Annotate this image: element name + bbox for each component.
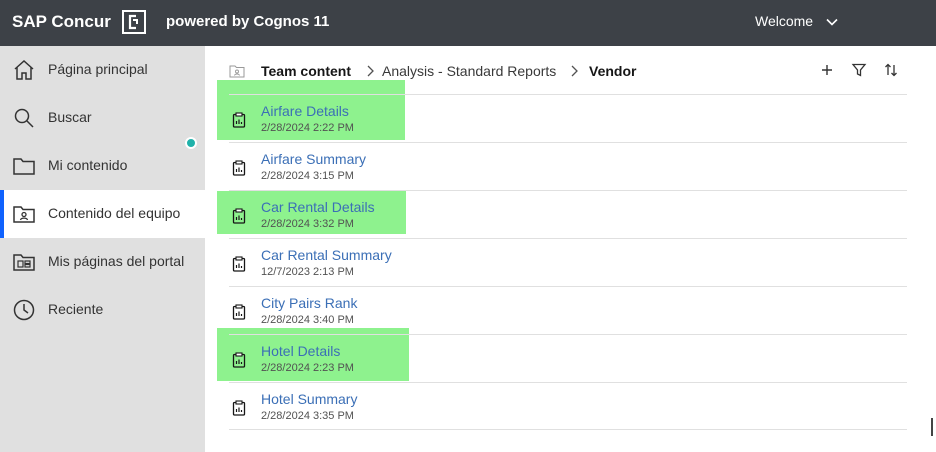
report-name[interactable]: Hotel Summary [261,391,358,407]
sidebar-item-my-content[interactable]: Mi contenido [0,142,205,190]
main-content: Team content Analysis - Standard Reports… [205,46,936,452]
chevron-right-icon [367,65,374,77]
report-name[interactable]: Airfare Details [261,103,349,119]
breadcrumb: Team content Analysis - Standard Reports… [229,46,909,94]
report-icon [232,208,246,224]
sidebar-item-label: Mis páginas del portal [48,253,185,269]
report-name[interactable]: Car Rental Details [261,199,375,215]
report-date: 2/28/2024 3:40 PM [261,314,354,326]
sidebar-item-label: Contenido del equipo [48,205,181,221]
top-bar: SAP Concur powered by Cognos 11 Welcome [0,0,936,46]
home-icon [14,59,34,80]
scrollbar-handle[interactable] [931,418,933,436]
sort-icon[interactable] [883,62,899,78]
report-row[interactable]: Car Rental Summary 12/7/2023 2:13 PM [229,238,907,286]
highlight-overlay [217,80,405,140]
highlight-overlay [217,191,406,234]
team-folder-icon [13,206,35,223]
report-row[interactable]: City Pairs Rank 2/28/2024 3:40 PM [229,286,907,334]
chevron-down-icon[interactable] [826,16,838,28]
report-row[interactable]: Airfare Summary 2/28/2024 3:15 PM [229,142,907,190]
chevron-right-icon [571,65,578,77]
sidebar-item-label: Buscar [48,109,92,125]
report-row[interactable]: Hotel Details 2/28/2024 2:23 PM [229,334,907,382]
sidebar-item-label: Reciente [48,301,104,317]
brand-name[interactable]: SAP Concur [12,12,111,31]
filter-icon[interactable] [851,62,867,78]
report-row[interactable]: Airfare Details 2/28/2024 2:22 PM [229,94,907,142]
portal-icon [13,254,35,271]
report-icon [232,256,246,272]
search-icon [14,108,34,128]
report-name[interactable]: City Pairs Rank [261,295,358,311]
report-date: 2/28/2024 3:35 PM [261,410,354,422]
breadcrumb-current: Vendor [589,63,637,79]
report-icon [232,352,246,368]
clock-icon [13,299,35,321]
sidebar-item-home[interactable]: Página principal [0,46,205,94]
report-row[interactable]: Hotel Summary 2/28/2024 3:35 PM [229,382,907,430]
sidebar-item-portal-pages[interactable]: Mis páginas del portal [0,238,205,286]
report-icon [232,400,246,416]
folder-icon [13,158,35,175]
report-date: 2/28/2024 3:32 PM [261,218,354,230]
report-icon [232,160,246,176]
sidebar-item-search[interactable]: Buscar [0,94,205,142]
report-date: 2/28/2024 3:15 PM [261,170,354,182]
sidebar-item-label: Página principal [48,61,148,77]
sidebar: Página principal Buscar Mi contenido Con… [0,46,205,452]
report-date: 12/7/2023 2:13 PM [261,266,354,278]
report-name[interactable]: Car Rental Summary [261,247,392,263]
report-row[interactable]: Car Rental Details 2/28/2024 3:32 PM [229,190,907,238]
concur-logo-icon [122,10,146,34]
add-icon[interactable] [819,62,835,78]
report-date: 2/28/2024 2:22 PM [261,122,354,134]
report-icon [232,112,246,128]
highlight-overlay [217,328,409,381]
sidebar-item-recent[interactable]: Reciente [0,286,205,334]
notification-dot [185,137,197,149]
team-folder-icon [229,65,245,78]
active-indicator [0,190,4,238]
report-name[interactable]: Airfare Summary [261,151,367,167]
powered-by-label: powered by Cognos 11 [166,13,330,30]
report-icon [232,304,246,320]
report-name[interactable]: Hotel Details [261,343,341,359]
sidebar-item-label: Mi contenido [48,157,128,173]
report-date: 2/28/2024 2:23 PM [261,362,354,374]
breadcrumb-analysis[interactable]: Analysis - Standard Reports [382,63,557,79]
breadcrumb-team-content[interactable]: Team content [261,63,351,79]
sidebar-item-team-content[interactable]: Contenido del equipo [0,190,205,238]
welcome-menu[interactable]: Welcome [755,13,814,29]
